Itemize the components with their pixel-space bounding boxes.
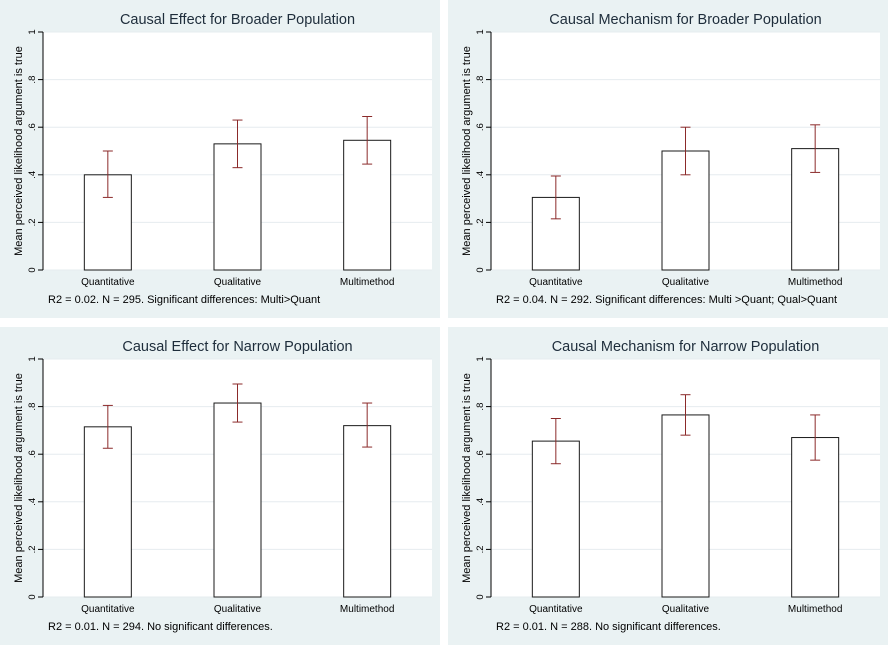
y-tick-label: 0 bbox=[27, 267, 38, 272]
y-axis-label: Mean perceived likelihood argument is tr… bbox=[13, 46, 25, 256]
x-category-label: Qualitative bbox=[662, 277, 710, 288]
y-tick-label: 1 bbox=[475, 356, 486, 361]
y-tick-label: 0 bbox=[27, 594, 38, 599]
y-tick-label: .2 bbox=[475, 545, 486, 553]
y-tick-label: .2 bbox=[27, 218, 38, 226]
bar bbox=[791, 437, 840, 598]
chart-svg: 0 .2 .4 .6 .8 1 Mean perceived likelihood argu… bbox=[13, 339, 432, 633]
chart-note: R2 = 0.01. N = 294. No significant diffe… bbox=[48, 621, 273, 633]
y-tick-label: 0 bbox=[475, 267, 486, 272]
bar bbox=[83, 426, 132, 598]
x-category-label: Quantitative bbox=[529, 604, 583, 615]
panel-causal-mechanism-narrow: 0 .2 .4 .6 .8 1 Mean perceived likelihood argu… bbox=[448, 327, 888, 645]
chart-svg: 0 .2 .4 .6 .8 1 Mean perceived likelihood argu… bbox=[461, 339, 880, 633]
y-tick-label: .4 bbox=[475, 171, 486, 179]
x-category-label: Qualitative bbox=[662, 604, 710, 615]
panel-causal-mechanism-broader: 0 .2 .4 .6 .8 1 Mean perceived likelihood argu… bbox=[448, 0, 888, 318]
chart-title: Causal Effect for Narrow Population bbox=[122, 339, 352, 355]
x-category-label: Quantitative bbox=[81, 604, 135, 615]
y-tick-label: .8 bbox=[475, 403, 486, 411]
y-tick-label: .8 bbox=[27, 403, 38, 411]
y-tick-label: .2 bbox=[475, 218, 486, 226]
bar bbox=[531, 440, 580, 598]
chart-note: R2 = 0.01. N = 288. No significant diffe… bbox=[496, 621, 721, 633]
chart-title: Causal Mechanism for Broader Population bbox=[549, 12, 821, 28]
chart-title: Causal Mechanism for Narrow Population bbox=[552, 339, 820, 355]
bar bbox=[343, 425, 392, 598]
x-category-label: Quantitative bbox=[81, 277, 135, 288]
y-tick-label: .4 bbox=[475, 498, 486, 506]
x-category-label: Multimethod bbox=[788, 604, 842, 615]
x-category-label: Quantitative bbox=[529, 277, 583, 288]
y-tick-label: .8 bbox=[27, 76, 38, 84]
bar bbox=[661, 414, 710, 598]
y-tick-label: 1 bbox=[27, 29, 38, 34]
chart-note: R2 = 0.02. N = 295. Significant differen… bbox=[48, 294, 320, 306]
y-tick-label: .4 bbox=[27, 498, 38, 506]
panel-causal-effect-broader: 0 .2 .4 .6 .8 1 Mean perceived likelihood argu… bbox=[0, 0, 440, 318]
chart-svg: 0 .2 .4 .6 .8 1 Mean perceived likelihood argu… bbox=[13, 12, 432, 306]
y-tick-label: .6 bbox=[475, 123, 486, 131]
bar bbox=[83, 174, 132, 271]
x-category-label: Qualitative bbox=[214, 604, 262, 615]
chart-title: Causal Effect for Broader Population bbox=[120, 12, 355, 28]
x-category-label: Multimethod bbox=[788, 277, 842, 288]
chart-note: R2 = 0.04. N = 292. Significant differen… bbox=[496, 294, 837, 306]
y-axis-label: Mean perceived likelihood argument is tr… bbox=[13, 373, 25, 583]
y-tick-label: .4 bbox=[27, 171, 38, 179]
panel-causal-effect-narrow: 0 .2 .4 .6 .8 1 Mean perceived likelihood argu… bbox=[0, 327, 440, 645]
y-tick-label: .2 bbox=[27, 545, 38, 553]
y-tick-label: .6 bbox=[475, 450, 486, 458]
y-tick-label: .6 bbox=[27, 450, 38, 458]
x-category-label: Qualitative bbox=[214, 277, 262, 288]
x-category-label: Multimethod bbox=[340, 604, 394, 615]
y-axis-label: Mean perceived likelihood argument is tr… bbox=[461, 46, 473, 256]
y-tick-label: .8 bbox=[475, 76, 486, 84]
chart-svg: 0 .2 .4 .6 .8 1 Mean perceived likelihood argu… bbox=[461, 12, 880, 306]
y-tick-label: 1 bbox=[475, 29, 486, 34]
x-category-label: Multimethod bbox=[340, 277, 394, 288]
y-axis-label: Mean perceived likelihood argument is tr… bbox=[461, 373, 473, 583]
bar bbox=[213, 402, 262, 598]
y-tick-label: 1 bbox=[27, 356, 38, 361]
y-tick-label: .6 bbox=[27, 123, 38, 131]
y-tick-label: 0 bbox=[475, 594, 486, 599]
